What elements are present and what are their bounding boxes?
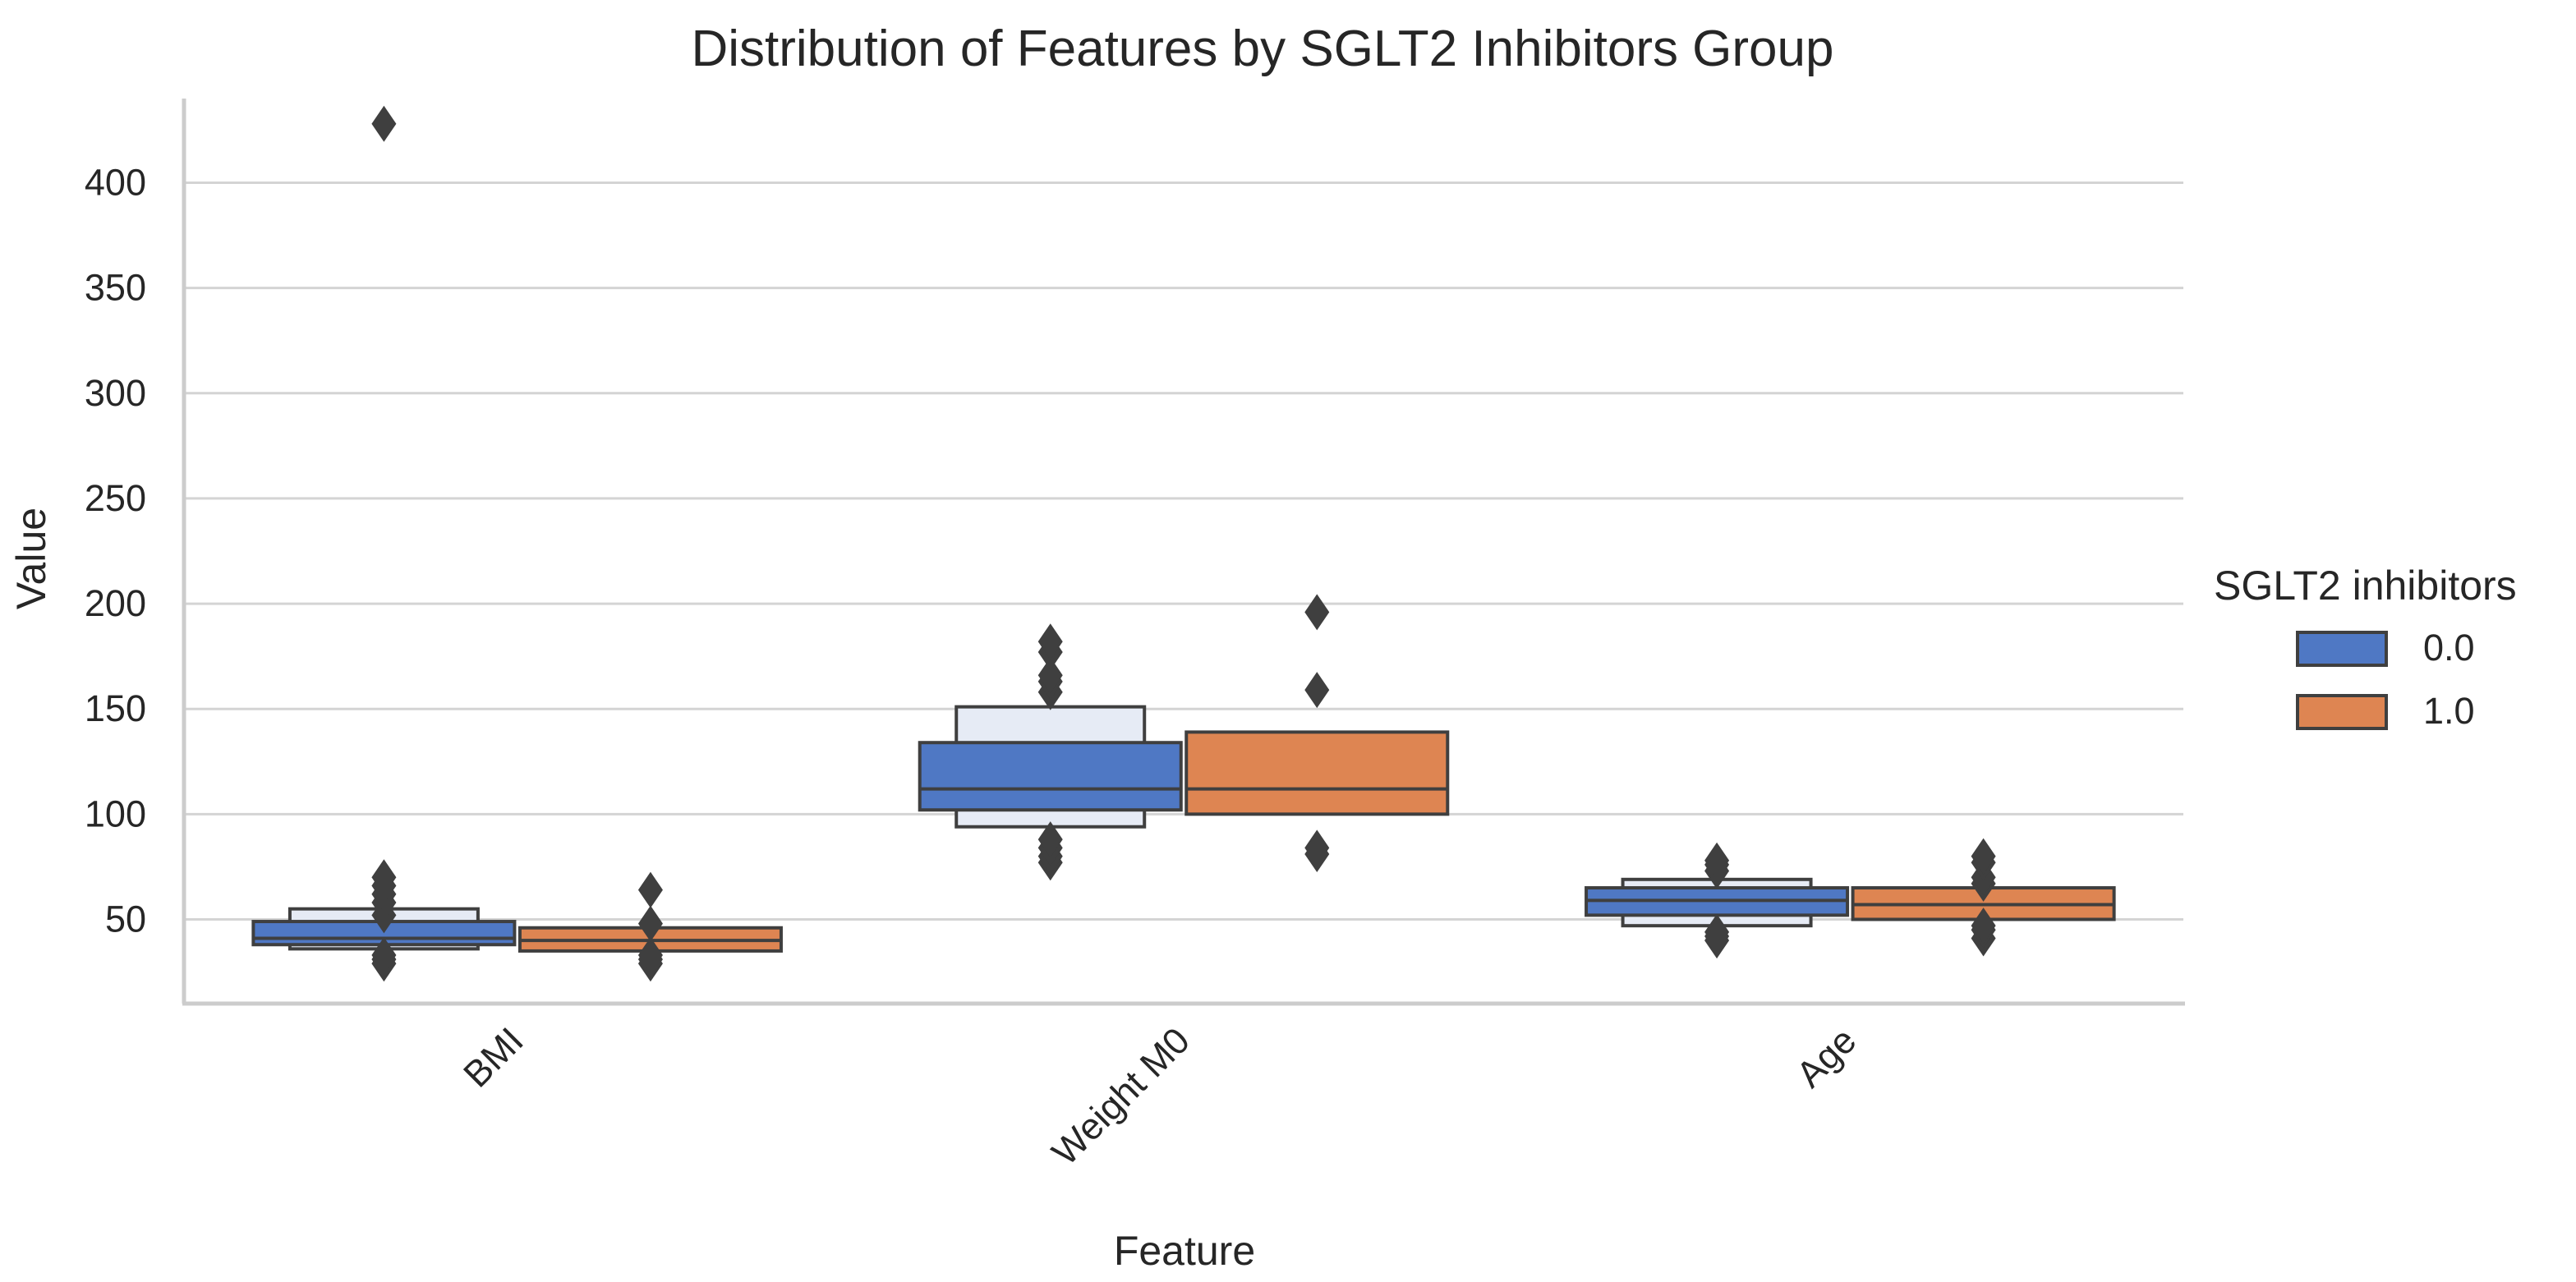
x-tick-label-0: BMI	[455, 1019, 531, 1096]
y-tick-label-150: 150	[85, 687, 146, 729]
y-tick-label-200: 200	[85, 582, 146, 624]
outlier-0-0-2	[371, 937, 397, 974]
y-axis-label: Value	[8, 508, 54, 609]
outlier-1-1-3	[1304, 594, 1330, 631]
outlier-0-1-8	[1037, 623, 1063, 660]
legend-swatch-0	[2296, 631, 2388, 667]
outlier-0-0-7	[371, 859, 397, 896]
legend-swatch-1	[2296, 694, 2388, 730]
outlier-0-2-5	[1704, 842, 1730, 879]
y-tick-label-400: 400	[85, 162, 146, 204]
outlier-0-2-2	[1704, 913, 1730, 950]
outlier-1-2-6	[1971, 838, 1996, 875]
grid-lines	[184, 182, 2183, 921]
outlier-0-1-6	[1037, 657, 1063, 694]
x-axis-ticks: BMI Weight M0 Age	[455, 1019, 1864, 1174]
y-tick-label-50: 50	[105, 898, 146, 940]
outlier-1-2-2	[1971, 908, 1996, 944]
legend: SGLT2 inhibitors 0.0 1.0	[2214, 563, 2517, 732]
legend-label-1: 1.0	[2423, 690, 2475, 732]
legend-label-0: 0.0	[2423, 627, 2475, 669]
outlier-1-0-2	[637, 937, 663, 974]
outlier-0-1-3	[1037, 821, 1063, 858]
outlier-1-1-2	[1304, 672, 1330, 709]
outlier-1-0-4	[637, 871, 663, 908]
box-level-0-1-0	[918, 741, 1183, 812]
y-tick-label-350: 350	[85, 267, 146, 309]
x-tick-label-2: Age	[1788, 1019, 1865, 1096]
y-axis-ticks: 50 100 150 200 250 300 350 400	[85, 162, 146, 940]
plot-marks	[251, 105, 2116, 982]
box-level-1-1-0	[1184, 730, 1450, 816]
chart-title: Distribution of Features by SGLT2 Inhibi…	[691, 21, 1833, 77]
y-tick-label-250: 250	[85, 477, 146, 519]
x-tick-label-1: Weight M0	[1044, 1019, 1198, 1174]
outlier-0-0-8	[371, 105, 397, 142]
x-axis-label: Feature	[1114, 1228, 1255, 1274]
y-tick-label-100: 100	[85, 793, 146, 834]
outlier-1-1-1	[1304, 829, 1330, 866]
legend-title: SGLT2 inhibitors	[2214, 563, 2517, 609]
y-tick-label-300: 300	[85, 372, 146, 414]
outlier-1-0-3	[637, 905, 663, 942]
